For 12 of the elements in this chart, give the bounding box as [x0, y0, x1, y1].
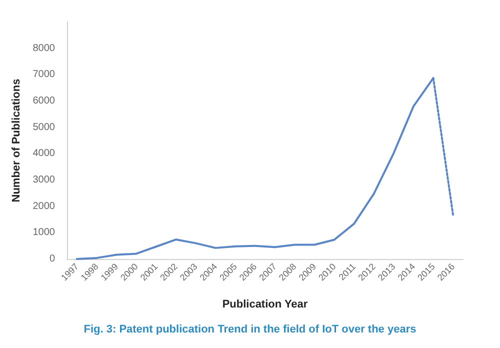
y-tick-label: 8000: [32, 42, 56, 54]
y-tick-label: 5000: [32, 122, 56, 133]
y-tick-label: 2000: [32, 200, 56, 212]
y-axis-title: Number of Publications: [10, 78, 22, 202]
y-tick-label: 1000: [32, 227, 56, 238]
y-tick-label: 0: [49, 254, 56, 264]
y-tick-label: 7000: [32, 69, 56, 80]
x-axis-title: Publication Year: [222, 298, 308, 310]
y-tick-label: 4000: [32, 148, 56, 160]
y-tick-label: 6000: [32, 96, 56, 106]
y-tick-label: 3000: [32, 174, 56, 186]
text: Fig. 3: Patent publication Trend in the field of IoT over the years: [84, 324, 416, 336]
